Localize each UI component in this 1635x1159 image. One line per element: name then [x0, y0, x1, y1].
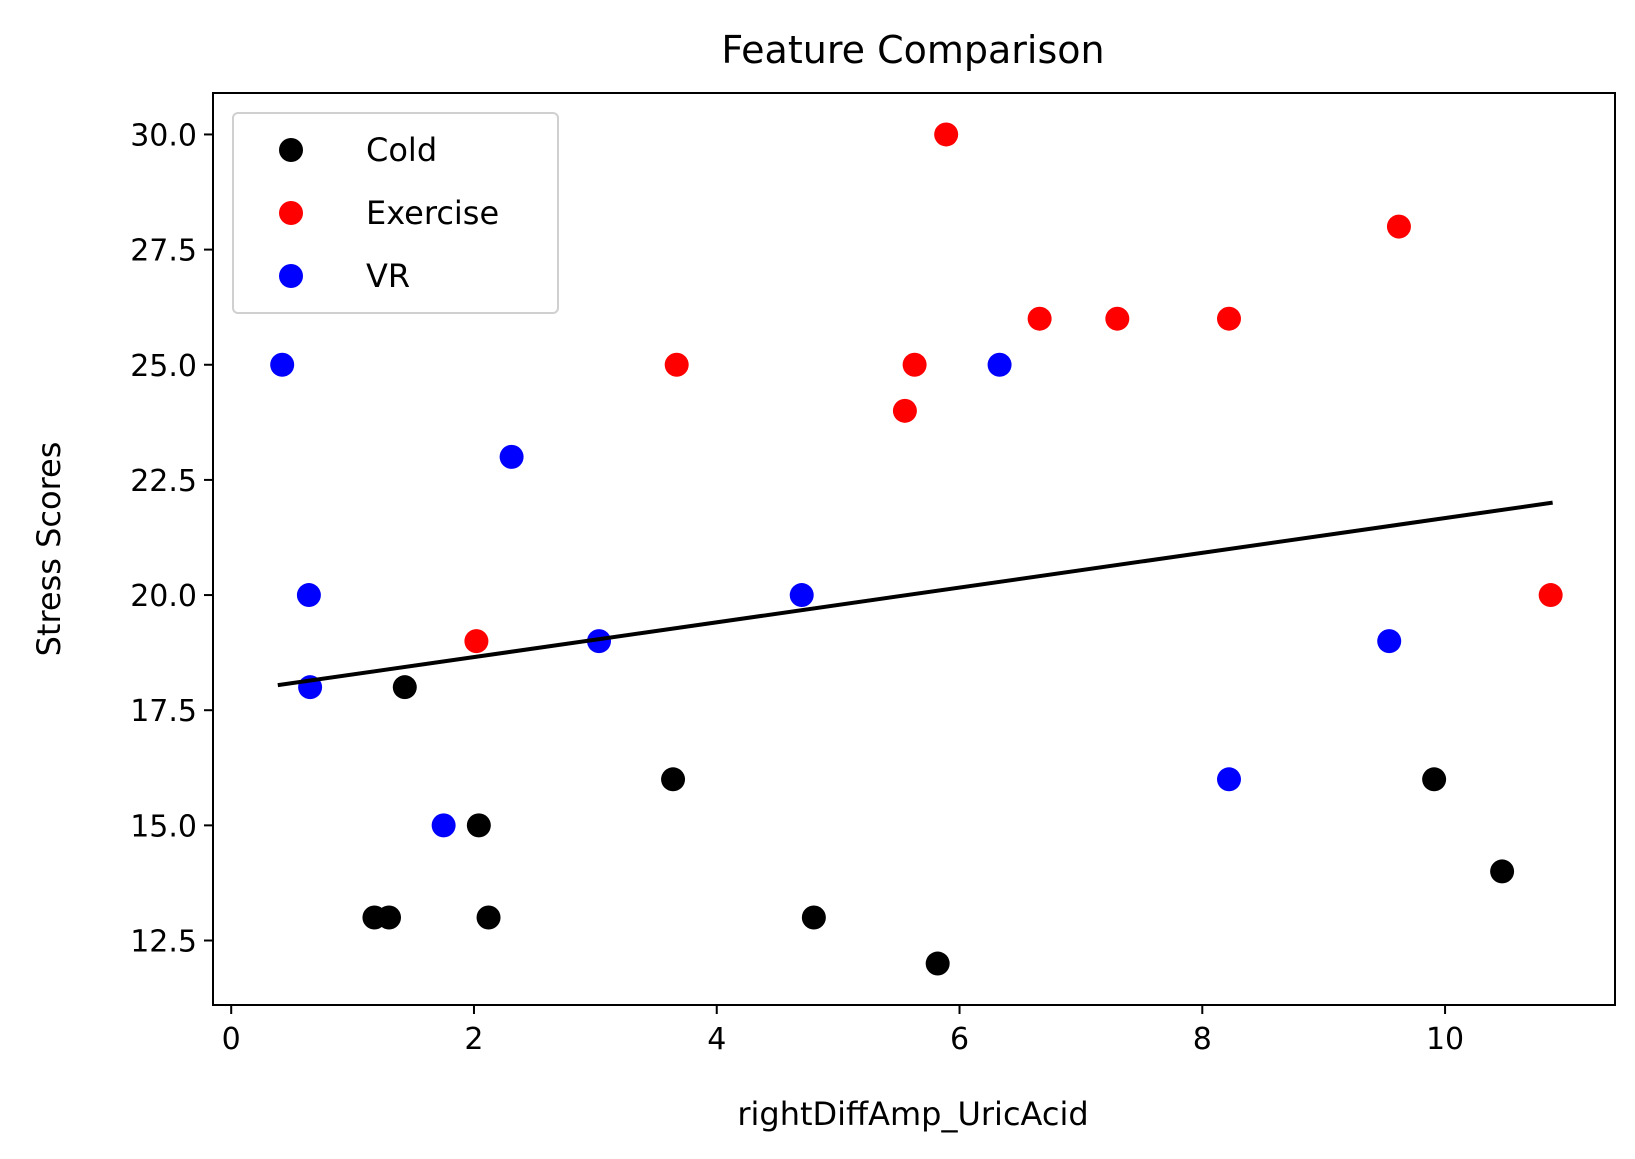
data-point — [987, 352, 1012, 377]
data-point — [902, 352, 927, 377]
data-point — [925, 951, 950, 976]
plot-area — [270, 122, 1563, 976]
data-point — [892, 398, 917, 423]
x-tick-label: 8 — [1193, 1022, 1212, 1057]
x-tick-label: 0 — [222, 1022, 241, 1057]
data-point — [296, 583, 321, 608]
data-point — [392, 675, 417, 700]
y-tick-label: 12.5 — [130, 925, 197, 960]
legend-box — [232, 112, 559, 314]
legend-label: Exercise — [366, 194, 499, 232]
data-point — [1105, 306, 1130, 331]
data-point — [1027, 306, 1052, 331]
data-point — [377, 905, 402, 930]
data-point — [476, 905, 501, 930]
legend-label: VR — [366, 257, 410, 295]
y-tick-label: 25.0 — [130, 349, 197, 384]
data-point — [466, 813, 491, 838]
data-point — [1216, 767, 1241, 792]
data-point — [1490, 859, 1515, 884]
legend-label: Cold — [366, 131, 437, 169]
data-point — [1422, 767, 1447, 792]
legend-marker — [279, 201, 303, 225]
plot-frame — [212, 92, 1616, 1006]
data-point — [664, 352, 689, 377]
y-tick-label: 15.0 — [130, 809, 197, 844]
legend-marker — [279, 264, 303, 288]
data-point — [1386, 214, 1411, 239]
y-tick-label: 22.5 — [130, 464, 197, 499]
y-axis-label: Stress Scores — [30, 442, 68, 657]
y-tick-label: 17.5 — [130, 694, 197, 729]
x-tick-label: 2 — [464, 1022, 483, 1057]
legend: Cold Exercise VR — [232, 112, 559, 314]
y-tick-label: 27.5 — [130, 234, 197, 269]
y-tick-label: 20.0 — [130, 579, 197, 614]
data-point — [1377, 629, 1402, 654]
data-point — [934, 122, 959, 147]
x-tick-label: 6 — [950, 1022, 969, 1057]
x-axis-label: rightDiffAmp_UricAcid — [737, 1095, 1088, 1133]
trend-line — [277, 500, 1553, 688]
y-tick-label: 30.0 — [130, 118, 197, 153]
chart-title: Feature Comparison — [721, 28, 1104, 72]
x-axis-ticks: 0 2 4 6 8 10 — [222, 1005, 1464, 1057]
data-point — [464, 629, 489, 654]
data-point — [1216, 306, 1241, 331]
data-point — [270, 352, 295, 377]
data-point — [1538, 583, 1563, 608]
x-tick-label: 10 — [1426, 1022, 1464, 1057]
legend-marker — [279, 138, 303, 162]
data-point — [789, 583, 814, 608]
x-tick-label: 4 — [707, 1022, 726, 1057]
data-point — [801, 905, 826, 930]
y-axis-ticks: 12.5 15.0 17.5 20.0 22.5 25.0 27.5 30.0 — [130, 118, 213, 960]
data-point — [661, 767, 686, 792]
data-point — [499, 444, 524, 469]
data-point — [431, 813, 456, 838]
